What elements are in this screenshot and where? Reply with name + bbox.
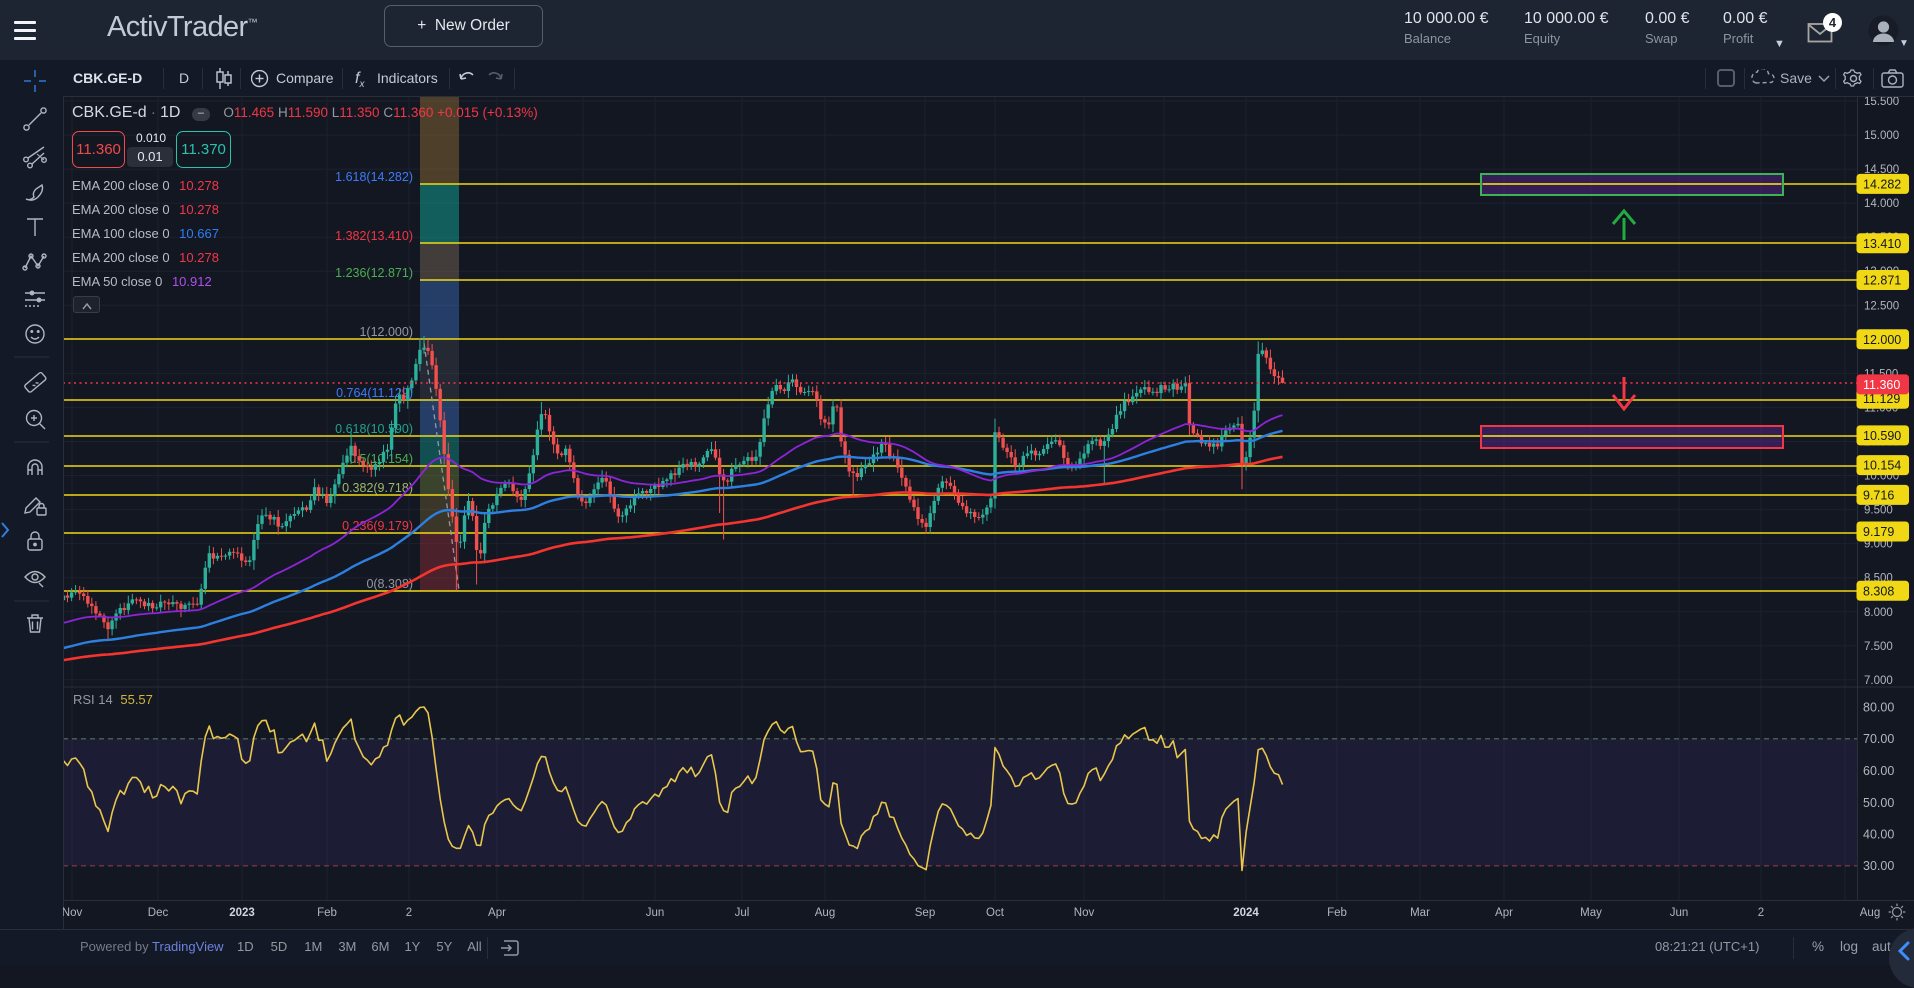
svg-text:70.00: 70.00 (1863, 732, 1894, 746)
svg-text:9.500: 9.500 (1864, 505, 1893, 517)
svg-text:8.000: 8.000 (1864, 607, 1893, 619)
svg-text:May: May (1580, 907, 1602, 919)
svg-text:40.00: 40.00 (1863, 828, 1894, 842)
svg-text:2024: 2024 (1233, 907, 1259, 919)
svg-text:9.179: 9.179 (1863, 525, 1894, 539)
svg-text:7.000: 7.000 (1864, 675, 1893, 687)
svg-text:Dec: Dec (148, 907, 169, 919)
svg-text:0.618(10.590): 0.618(10.590) (335, 422, 413, 436)
svg-text:0.382(9.718): 0.382(9.718) (342, 481, 413, 495)
svg-text:12.871: 12.871 (1863, 274, 1901, 288)
svg-text:2: 2 (1758, 907, 1764, 919)
svg-text:12.500: 12.500 (1864, 300, 1899, 312)
svg-text:60.00: 60.00 (1863, 764, 1894, 778)
svg-text:1.382(13.410): 1.382(13.410) (335, 229, 413, 243)
svg-text:Apr: Apr (1495, 907, 1513, 919)
svg-text:Aug: Aug (815, 907, 835, 919)
svg-text:12.000: 12.000 (1863, 333, 1901, 347)
svg-text:50.00: 50.00 (1863, 796, 1894, 810)
svg-text:2: 2 (406, 907, 412, 919)
svg-text:9.716: 9.716 (1863, 488, 1894, 502)
svg-text:14.500: 14.500 (1864, 164, 1899, 176)
svg-text:0.236(9.179): 0.236(9.179) (342, 519, 413, 533)
svg-text:9.000: 9.000 (1864, 539, 1893, 551)
svg-text:1.618(14.282): 1.618(14.282) (335, 170, 413, 184)
svg-text:Sep: Sep (915, 907, 935, 919)
svg-text:14.000: 14.000 (1864, 198, 1899, 210)
svg-text:13.410: 13.410 (1863, 237, 1901, 251)
svg-text:15.000: 15.000 (1864, 130, 1899, 142)
svg-text:Jun: Jun (1670, 907, 1689, 919)
svg-text:0.5(10.154): 0.5(10.154) (349, 452, 413, 466)
svg-text:15.500: 15.500 (1864, 96, 1899, 108)
svg-text:Jul: Jul (735, 907, 750, 919)
svg-text:Apr: Apr (488, 907, 506, 919)
svg-text:Jun: Jun (646, 907, 665, 919)
svg-text:11.129: 11.129 (1863, 392, 1900, 406)
svg-text:Oct: Oct (986, 907, 1005, 919)
svg-text:Feb: Feb (317, 907, 337, 919)
svg-text:Nov: Nov (1074, 907, 1095, 919)
svg-text:14.282: 14.282 (1863, 177, 1901, 191)
svg-text:10.154: 10.154 (1863, 459, 1901, 473)
svg-text:7.500: 7.500 (1864, 641, 1893, 653)
svg-text:Aug: Aug (1860, 907, 1880, 919)
svg-text:11.360: 11.360 (1863, 378, 1900, 392)
svg-text:10.590: 10.590 (1863, 429, 1901, 443)
svg-text:0.764(11.129): 0.764(11.129) (336, 386, 413, 400)
svg-text:Nov: Nov (62, 907, 83, 919)
svg-text:8.308: 8.308 (1863, 584, 1894, 598)
svg-text:Mar: Mar (1410, 907, 1430, 919)
svg-text:1.236(12.871): 1.236(12.871) (335, 266, 413, 280)
svg-text:1(12.000): 1(12.000) (359, 325, 413, 339)
svg-text:30.00: 30.00 (1863, 859, 1894, 873)
svg-text:80.00: 80.00 (1863, 701, 1894, 715)
svg-text:2023: 2023 (229, 907, 255, 919)
svg-text:Feb: Feb (1327, 907, 1347, 919)
